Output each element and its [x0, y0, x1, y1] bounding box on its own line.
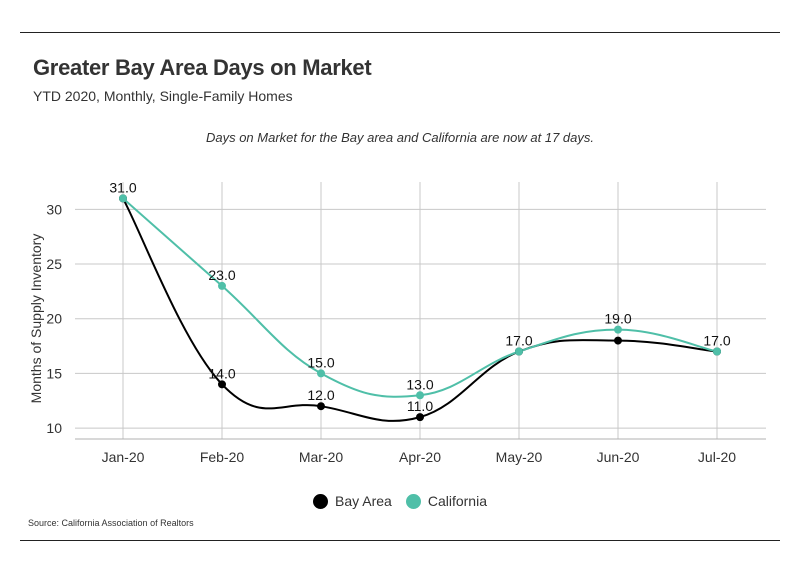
- bottom-rule: [20, 540, 780, 541]
- x-tick-label: Mar-20: [299, 449, 344, 465]
- top-rule: [20, 32, 780, 33]
- data-point-bay-area: [614, 336, 622, 345]
- legend-item-california: California: [405, 493, 487, 509]
- x-tick-label: Apr-20: [399, 449, 441, 465]
- x-tick-label: Jul-20: [698, 449, 736, 465]
- legend-swatch-california: [405, 493, 421, 509]
- x-tick-label: Feb-20: [200, 449, 245, 465]
- data-label: 17.0: [505, 333, 532, 349]
- data-label: 17.0: [703, 333, 730, 349]
- legend-swatch-bay-area: [313, 493, 329, 509]
- data-label: 23.0: [208, 267, 235, 283]
- y-tick-label: 25: [46, 256, 62, 272]
- data-point-bay-area: [416, 413, 424, 422]
- data-label: 31.0: [109, 179, 136, 195]
- legend-label-bay-area: Bay Area: [335, 493, 392, 509]
- source-note: Source: California Association of Realto…: [28, 518, 194, 528]
- legend: Bay Area California: [0, 493, 800, 509]
- data-label: 13.0: [406, 376, 433, 392]
- chart-note: Days on Market for the Bay area and Cali…: [205, 130, 595, 145]
- data-point-california: [317, 369, 325, 378]
- y-tick-label: 15: [46, 365, 62, 381]
- y-tick-label: 10: [46, 420, 62, 436]
- data-point-california: [119, 194, 127, 203]
- data-point-bay-area: [218, 380, 226, 389]
- chart-title: Greater Bay Area Days on Market: [33, 55, 372, 80]
- y-axis-label: Months of Supply Inventory: [28, 234, 44, 404]
- data-label: 12.0: [307, 387, 334, 403]
- x-tick-label: Jan-20: [102, 449, 145, 465]
- x-tick-label: Jun-20: [597, 449, 640, 465]
- data-point-california: [515, 347, 523, 356]
- x-tick-label: May-20: [496, 449, 543, 465]
- data-label: 14.0: [208, 365, 235, 381]
- data-label: 11.0: [407, 398, 433, 414]
- data-point-california: [713, 347, 721, 356]
- y-tick-label: 20: [46, 311, 62, 327]
- y-tick-label: 30: [46, 201, 62, 217]
- data-point-california: [416, 391, 424, 400]
- data-point-california: [218, 281, 226, 290]
- data-label: 15.0: [307, 354, 334, 370]
- chart-subtitle: YTD 2020, Monthly, Single-Family Homes: [33, 88, 293, 104]
- legend-label-california: California: [427, 493, 487, 509]
- legend-item-bay-area: Bay Area: [313, 493, 392, 509]
- data-label: 19.0: [604, 311, 631, 327]
- data-point-california: [614, 325, 622, 334]
- data-point-bay-area: [317, 402, 325, 411]
